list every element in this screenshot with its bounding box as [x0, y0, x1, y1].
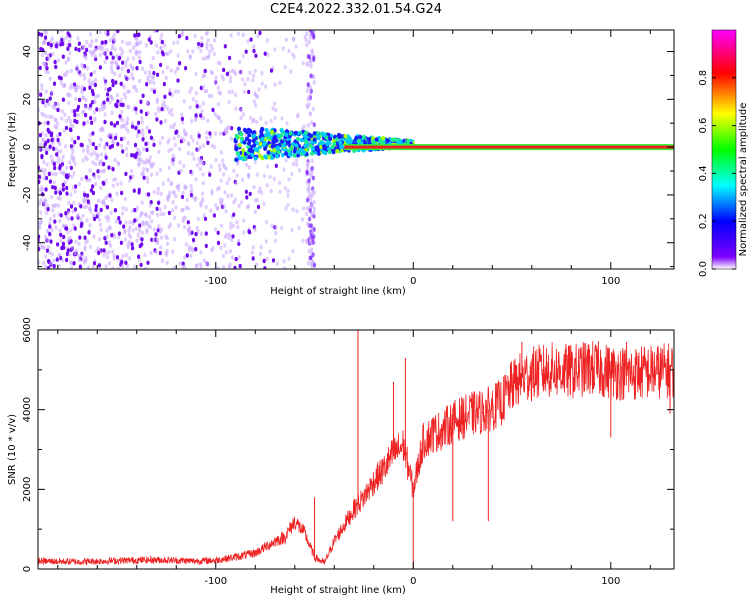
snr-area — [38, 330, 674, 569]
colorbar-tick-label: 0.2 — [698, 213, 709, 229]
x-tick-label: 100 — [601, 276, 620, 287]
x-tick-label: 100 — [601, 576, 620, 587]
colorbar-tick-label: 0.0 — [698, 261, 709, 277]
colorbar-label: Normalized spectral amplitude — [738, 103, 749, 257]
y-tick-label: -20 — [22, 187, 33, 203]
colorbar: 0.0 0.2 0.4 0.6 0.8 Normalized spectral ampli… — [698, 29, 749, 277]
spectrogram-panel: -100 0 100 -40 -20 0 20 40 Height of straight li… — [7, 29, 675, 297]
y-tick-label: 0 — [22, 566, 33, 572]
x-axis-label: Height of straight line (km) — [270, 585, 406, 596]
colorbar-gradient — [711, 29, 737, 270]
y-tick-label: 4000 — [22, 397, 33, 422]
y-axis-label: Frequency (Hz) — [7, 112, 18, 188]
spectrogram-area — [38, 30, 674, 269]
x-tick-label: 0 — [410, 576, 416, 587]
y-tick-label: 0 — [22, 144, 33, 150]
plot-frame — [37, 29, 675, 270]
x-tick-label: -100 — [204, 576, 227, 587]
y-tick-label: 6000 — [22, 317, 33, 342]
colorbar-tick-label: 0.8 — [698, 70, 709, 86]
y-tick-label: 2000 — [22, 477, 33, 502]
x-tick-label: 0 — [410, 276, 416, 287]
carrier-line — [344, 145, 674, 149]
colorbar-tick-label: 0.6 — [698, 118, 709, 134]
y-tick-label: -40 — [22, 235, 33, 251]
x-tick-label: -100 — [204, 276, 227, 287]
snr-series-line — [38, 341, 674, 566]
y-tick-label: 20 — [22, 93, 33, 106]
y-tick-label: 40 — [22, 45, 33, 58]
y-axis-label: SNR (10 * v/v) — [7, 414, 18, 485]
chart-title: C2E4.2022.332.01.54.G24 — [269, 2, 443, 17]
x-axis-label: Height of straight line (km) — [270, 286, 406, 297]
colorbar-tick-label: 0.4 — [698, 165, 709, 181]
